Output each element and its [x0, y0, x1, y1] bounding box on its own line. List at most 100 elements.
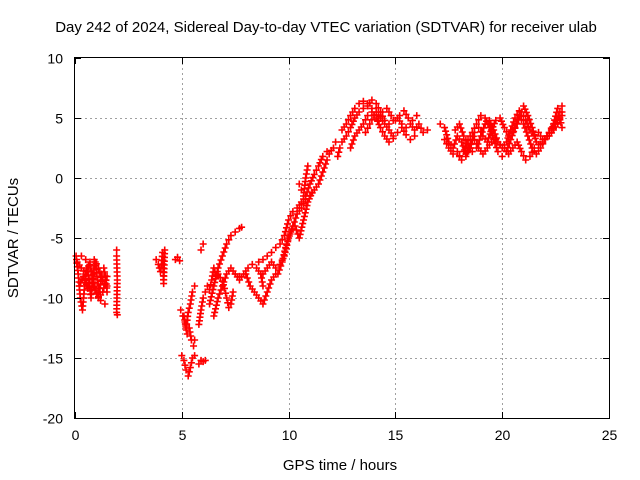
data-point [342, 120, 350, 128]
data-point [368, 116, 376, 124]
data-point [209, 286, 217, 294]
data-point [220, 248, 228, 256]
data-point [81, 276, 89, 284]
data-point [300, 216, 308, 224]
data-point [342, 132, 350, 140]
data-point [460, 148, 468, 156]
data-point [287, 212, 295, 220]
data-point [224, 299, 232, 307]
data-point [532, 138, 540, 146]
data-point [316, 176, 324, 184]
data-point [329, 144, 337, 152]
data-point [411, 132, 419, 140]
data-point [300, 212, 308, 220]
data-point [174, 253, 182, 261]
data-point [408, 116, 416, 124]
data-point [436, 120, 444, 128]
data-point [282, 244, 290, 252]
data-point [181, 361, 189, 369]
data-point [210, 282, 218, 290]
data-point [379, 108, 387, 116]
y-tick-label: -5 [51, 231, 64, 247]
x-tick-label: 10 [282, 427, 298, 443]
data-point [385, 108, 393, 116]
data-point [402, 110, 410, 118]
data-point [263, 288, 271, 296]
data-point [92, 286, 100, 294]
data-point [520, 152, 528, 160]
data-point [316, 159, 324, 167]
data-point [223, 294, 231, 302]
x-tick-label: 0 [72, 427, 80, 443]
data-point [203, 282, 211, 290]
data-point [201, 288, 209, 296]
data-point [442, 127, 450, 135]
data-point [478, 128, 486, 136]
data-point [161, 246, 169, 254]
data-point [218, 252, 226, 260]
data-point [214, 294, 222, 302]
data-point [530, 131, 538, 139]
data-point [522, 108, 530, 116]
data-point [212, 301, 220, 309]
data-point [217, 256, 225, 264]
data-point [278, 258, 286, 266]
data-point [415, 120, 423, 128]
data-point [359, 97, 367, 105]
data-point [259, 256, 267, 264]
x-tick-label: 25 [602, 427, 618, 443]
data-point [207, 281, 215, 289]
data-point [255, 258, 263, 266]
data-point [84, 284, 92, 292]
data-point [396, 112, 404, 120]
data-point [212, 271, 220, 279]
data-point [213, 268, 221, 276]
data-point [304, 162, 312, 170]
data-point [512, 120, 520, 128]
data-point [385, 138, 393, 146]
data-point [525, 116, 533, 124]
data-point [499, 120, 507, 128]
data-point [521, 124, 529, 132]
data-point [458, 156, 466, 164]
data-point [406, 136, 414, 144]
y-tick-label: -15 [43, 351, 63, 367]
data-point [210, 312, 218, 320]
data-point [223, 240, 231, 248]
data-point [265, 284, 273, 292]
data-point [199, 294, 207, 302]
data-point [221, 244, 229, 252]
data-point [279, 254, 287, 262]
data-point [309, 174, 317, 182]
data-point [102, 276, 110, 284]
data-point [517, 148, 525, 156]
data-point [455, 120, 463, 128]
data-point [541, 136, 549, 144]
data-point [374, 116, 382, 124]
data-point [272, 244, 280, 252]
data-point [545, 128, 553, 136]
data-point [292, 214, 300, 222]
data-point [191, 282, 199, 290]
data-point [225, 304, 233, 312]
data-point [195, 360, 203, 368]
data-point [452, 136, 460, 144]
data-point [473, 144, 481, 152]
data-point [94, 264, 102, 272]
data-point [526, 152, 534, 160]
data-point [458, 128, 466, 136]
data-point [547, 124, 555, 132]
data-point [113, 246, 121, 254]
data-point [218, 282, 226, 290]
data-point [242, 270, 250, 278]
data-point [266, 280, 274, 288]
data-point [191, 336, 199, 344]
data-point [281, 247, 289, 255]
data-point [302, 205, 310, 213]
data-point [101, 300, 109, 308]
data-point [515, 112, 523, 120]
data-point [450, 140, 458, 148]
data-point [511, 124, 519, 132]
data-point [413, 112, 421, 120]
